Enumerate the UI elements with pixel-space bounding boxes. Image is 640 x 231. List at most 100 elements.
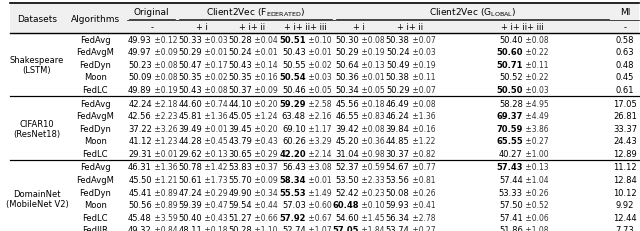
Text: ±4.95: ±4.95 <box>523 99 548 108</box>
Text: 44.85: 44.85 <box>386 137 410 146</box>
Text: 46.24: 46.24 <box>386 112 410 121</box>
Text: ±0.77: ±0.77 <box>410 163 435 172</box>
Text: 50.56: 50.56 <box>128 200 152 209</box>
Text: ±0.81: ±0.81 <box>410 175 435 184</box>
Text: 57.03: 57.03 <box>282 200 306 209</box>
Text: ±0.66: ±0.66 <box>252 213 278 222</box>
Text: 33.37: 33.37 <box>613 124 637 133</box>
Text: ±0.82: ±0.82 <box>410 149 435 158</box>
Text: ±0.19: ±0.19 <box>410 61 435 70</box>
Text: FedDyn: FedDyn <box>79 61 111 70</box>
Text: 50.78: 50.78 <box>178 163 202 172</box>
Text: FedLC: FedLC <box>83 213 108 222</box>
Text: + i+ ii: + i+ ii <box>239 23 266 32</box>
Text: ±0.18: ±0.18 <box>202 225 228 231</box>
Text: 50.08: 50.08 <box>386 188 410 197</box>
Text: ±1.36: ±1.36 <box>152 163 177 172</box>
Text: ±0.16: ±0.16 <box>410 124 435 133</box>
Text: ±0.19: ±0.19 <box>359 48 385 57</box>
Text: 37.22: 37.22 <box>128 124 152 133</box>
Text: ±0.36: ±0.36 <box>359 137 385 146</box>
Text: ±4.49: ±4.49 <box>523 112 548 121</box>
Text: ±0.01: ±0.01 <box>202 124 228 133</box>
Text: DomainNet
(MobileNet V2): DomainNet (MobileNet V2) <box>6 189 68 208</box>
Text: ±0.22: ±0.22 <box>523 73 548 82</box>
Text: ±0.03: ±0.03 <box>202 36 228 45</box>
Text: ±0.27: ±0.27 <box>523 137 548 146</box>
Text: 50.54: 50.54 <box>279 73 306 82</box>
Text: 45.20: 45.20 <box>335 137 359 146</box>
Text: 57.92: 57.92 <box>279 213 306 222</box>
Text: 40.27: 40.27 <box>499 149 523 158</box>
Text: 56.34: 56.34 <box>386 213 410 222</box>
Text: 45.05: 45.05 <box>228 112 252 121</box>
Text: MI: MI <box>620 8 630 17</box>
Text: 53.56: 53.56 <box>386 175 410 184</box>
Text: ±1.21: ±1.21 <box>152 175 177 184</box>
Text: 53.50: 53.50 <box>335 175 359 184</box>
Text: 50.37: 50.37 <box>228 86 252 95</box>
Text: ±1.42: ±1.42 <box>202 163 228 172</box>
Text: 51.86: 51.86 <box>499 225 523 231</box>
Text: 51.27: 51.27 <box>228 213 252 222</box>
Text: 7.73: 7.73 <box>616 225 634 231</box>
Text: 52.74: 52.74 <box>282 225 306 231</box>
Text: 50.33: 50.33 <box>178 36 202 45</box>
Text: 50.71: 50.71 <box>496 61 523 70</box>
Text: ±0.05: ±0.05 <box>359 86 385 95</box>
Text: 0.45: 0.45 <box>616 73 634 82</box>
Text: 53.83: 53.83 <box>228 163 252 172</box>
Text: ±0.29: ±0.29 <box>202 188 228 197</box>
Text: 50.55: 50.55 <box>282 61 306 70</box>
Text: ±0.34: ±0.34 <box>252 188 278 197</box>
Text: 59.93: 59.93 <box>386 200 410 209</box>
Text: ±0.98: ±0.98 <box>359 149 385 158</box>
Text: ±0.23: ±0.23 <box>359 188 385 197</box>
Text: 63.48: 63.48 <box>282 112 306 121</box>
Text: ±0.01: ±0.01 <box>152 149 177 158</box>
Text: 57.05: 57.05 <box>333 225 359 231</box>
Text: ±0.26: ±0.26 <box>523 188 548 197</box>
Text: 42.56: 42.56 <box>128 112 152 121</box>
Text: 50.29: 50.29 <box>386 86 410 95</box>
Text: ±1.45: ±1.45 <box>359 213 385 222</box>
Text: + i: + i <box>353 23 365 32</box>
Text: ±0.22: ±0.22 <box>523 48 548 57</box>
Text: + i+ ii+ iii: + i+ ii+ iii <box>284 23 327 32</box>
Text: 11.12: 11.12 <box>613 163 637 172</box>
Text: FedAvgM: FedAvgM <box>76 112 114 121</box>
Text: ±0.07: ±0.07 <box>410 86 435 95</box>
Text: ±1.36: ±1.36 <box>202 112 228 121</box>
Text: 49.90: 49.90 <box>228 188 252 197</box>
Text: 9.92: 9.92 <box>616 200 634 209</box>
Text: 50.43: 50.43 <box>228 61 252 70</box>
Text: ±1.49: ±1.49 <box>306 188 332 197</box>
Text: 50.24: 50.24 <box>386 48 410 57</box>
Text: ±0.84: ±0.84 <box>152 225 177 231</box>
Text: ±0.20: ±0.20 <box>252 124 278 133</box>
Text: 69.37: 69.37 <box>497 112 523 121</box>
Text: ±0.06: ±0.06 <box>523 213 548 222</box>
Text: ±0.08: ±0.08 <box>359 36 385 45</box>
Text: 60.48: 60.48 <box>333 200 359 209</box>
Text: ±3.86: ±3.86 <box>523 124 548 133</box>
Text: 50.52: 50.52 <box>499 73 523 82</box>
Text: ±0.18: ±0.18 <box>359 99 385 108</box>
Text: ±0.01: ±0.01 <box>306 175 332 184</box>
Text: 65.55: 65.55 <box>496 137 523 146</box>
Text: ±0.41: ±0.41 <box>410 200 435 209</box>
Text: ±0.04: ±0.04 <box>252 36 278 45</box>
Text: 50.43: 50.43 <box>282 48 306 57</box>
Text: ±0.67: ±0.67 <box>306 213 332 222</box>
Text: 45.41: 45.41 <box>128 188 152 197</box>
Text: ±2.14: ±2.14 <box>306 149 332 158</box>
Text: ±0.60: ±0.60 <box>306 200 332 209</box>
Text: 49.93: 49.93 <box>128 36 152 45</box>
Text: FedAvg: FedAvg <box>80 36 111 45</box>
Text: FedDyn: FedDyn <box>79 124 111 133</box>
Text: ±1.24: ±1.24 <box>252 112 278 121</box>
Text: 49.89: 49.89 <box>128 86 152 95</box>
Text: ±1.00: ±1.00 <box>523 149 548 158</box>
Text: 17.05: 17.05 <box>613 99 637 108</box>
Text: 52.37: 52.37 <box>335 163 359 172</box>
